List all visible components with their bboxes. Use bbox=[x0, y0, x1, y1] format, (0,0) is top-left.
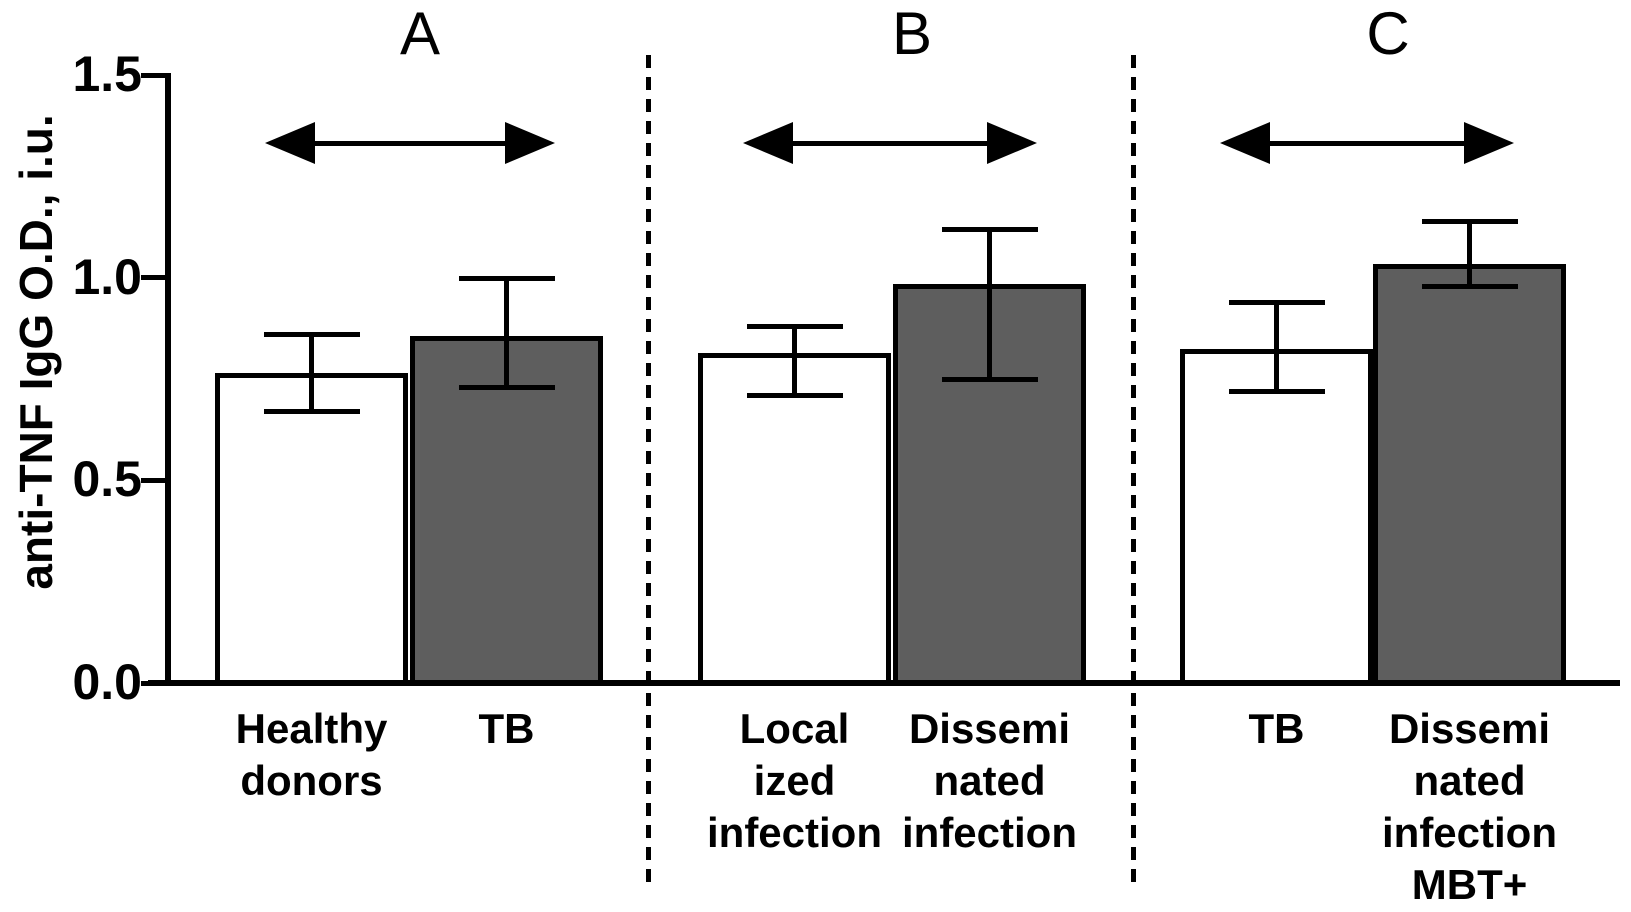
arrow-left-head-icon bbox=[1220, 122, 1270, 164]
significance-arrow-shaft bbox=[309, 141, 511, 146]
error-bar-cap-upper bbox=[263, 332, 360, 338]
arrow-left-head-icon bbox=[743, 122, 793, 164]
arrow-right-head-icon bbox=[1464, 122, 1514, 164]
error-bar-cap-lower bbox=[458, 385, 555, 391]
y-axis-tick-label: 1.0 bbox=[72, 248, 142, 305]
arrow-left-head-icon bbox=[265, 122, 315, 164]
arrow-right-head-icon bbox=[505, 122, 555, 164]
y-axis-tick-label: 1.5 bbox=[72, 46, 142, 103]
x-category-label: Healthy bbox=[235, 705, 388, 752]
y-axis-tick bbox=[141, 477, 165, 483]
y-axis-title: anti-TNF IgG O.D., i.u. bbox=[10, 114, 62, 590]
x-category-label: Dissemi bbox=[908, 705, 1071, 752]
bar-open bbox=[1180, 348, 1373, 686]
error-bar-line bbox=[309, 334, 314, 412]
error-bar-line bbox=[1274, 302, 1279, 392]
error-bar-line bbox=[987, 229, 992, 380]
error-bar-line bbox=[504, 277, 509, 388]
x-category-label: infection bbox=[707, 809, 882, 856]
error-bar-cap-lower bbox=[263, 409, 360, 415]
error-bar-cap-upper bbox=[746, 324, 843, 330]
significance-arrow-shaft bbox=[1264, 141, 1470, 146]
error-bar-cap-upper bbox=[1421, 218, 1518, 224]
error-bar-cap-upper bbox=[458, 275, 555, 281]
significance-arrow-shaft bbox=[787, 141, 993, 146]
x-category-label: donors bbox=[240, 757, 383, 804]
error-bar-line bbox=[792, 326, 797, 396]
panel-separator-line bbox=[645, 55, 651, 883]
error-bar-cap-upper bbox=[941, 227, 1038, 233]
x-category-label: infection bbox=[902, 809, 1077, 856]
bar-open bbox=[698, 352, 891, 686]
panel-letter: A bbox=[399, 0, 441, 67]
y-axis-tick-label: 0.0 bbox=[72, 654, 142, 710]
error-bar-cap-lower bbox=[941, 377, 1038, 383]
x-category-label: TB bbox=[478, 705, 535, 752]
x-category-label: Dissemi bbox=[1388, 705, 1551, 752]
panel-separator-line bbox=[1130, 55, 1136, 883]
error-bar-cap-upper bbox=[1228, 300, 1325, 306]
y-axis-line bbox=[165, 73, 171, 686]
x-category-label: MBT+ bbox=[1411, 861, 1528, 908]
x-category-label: infection bbox=[1382, 809, 1557, 856]
panel-letter: C bbox=[1366, 0, 1410, 67]
x-category-label: ized bbox=[753, 757, 836, 804]
arrow-right-head-icon bbox=[987, 122, 1037, 164]
y-axis-tick bbox=[141, 275, 165, 281]
x-category-label: TB bbox=[1248, 705, 1305, 752]
x-category-label: Local bbox=[739, 705, 850, 752]
error-bar-line bbox=[1467, 220, 1472, 286]
bar-filled bbox=[1373, 263, 1566, 686]
x-category-label: nated bbox=[1413, 757, 1526, 804]
x-axis-line bbox=[148, 680, 1620, 686]
bar-open bbox=[215, 372, 408, 686]
x-category-label: nated bbox=[933, 757, 1046, 804]
panel-letter: B bbox=[891, 0, 933, 67]
error-bar-cap-lower bbox=[1228, 389, 1325, 395]
y-axis-tick-label: 0.5 bbox=[72, 451, 142, 508]
y-axis-tick bbox=[141, 72, 165, 78]
error-bar-cap-lower bbox=[746, 393, 843, 399]
error-bar-cap-lower bbox=[1421, 283, 1518, 289]
